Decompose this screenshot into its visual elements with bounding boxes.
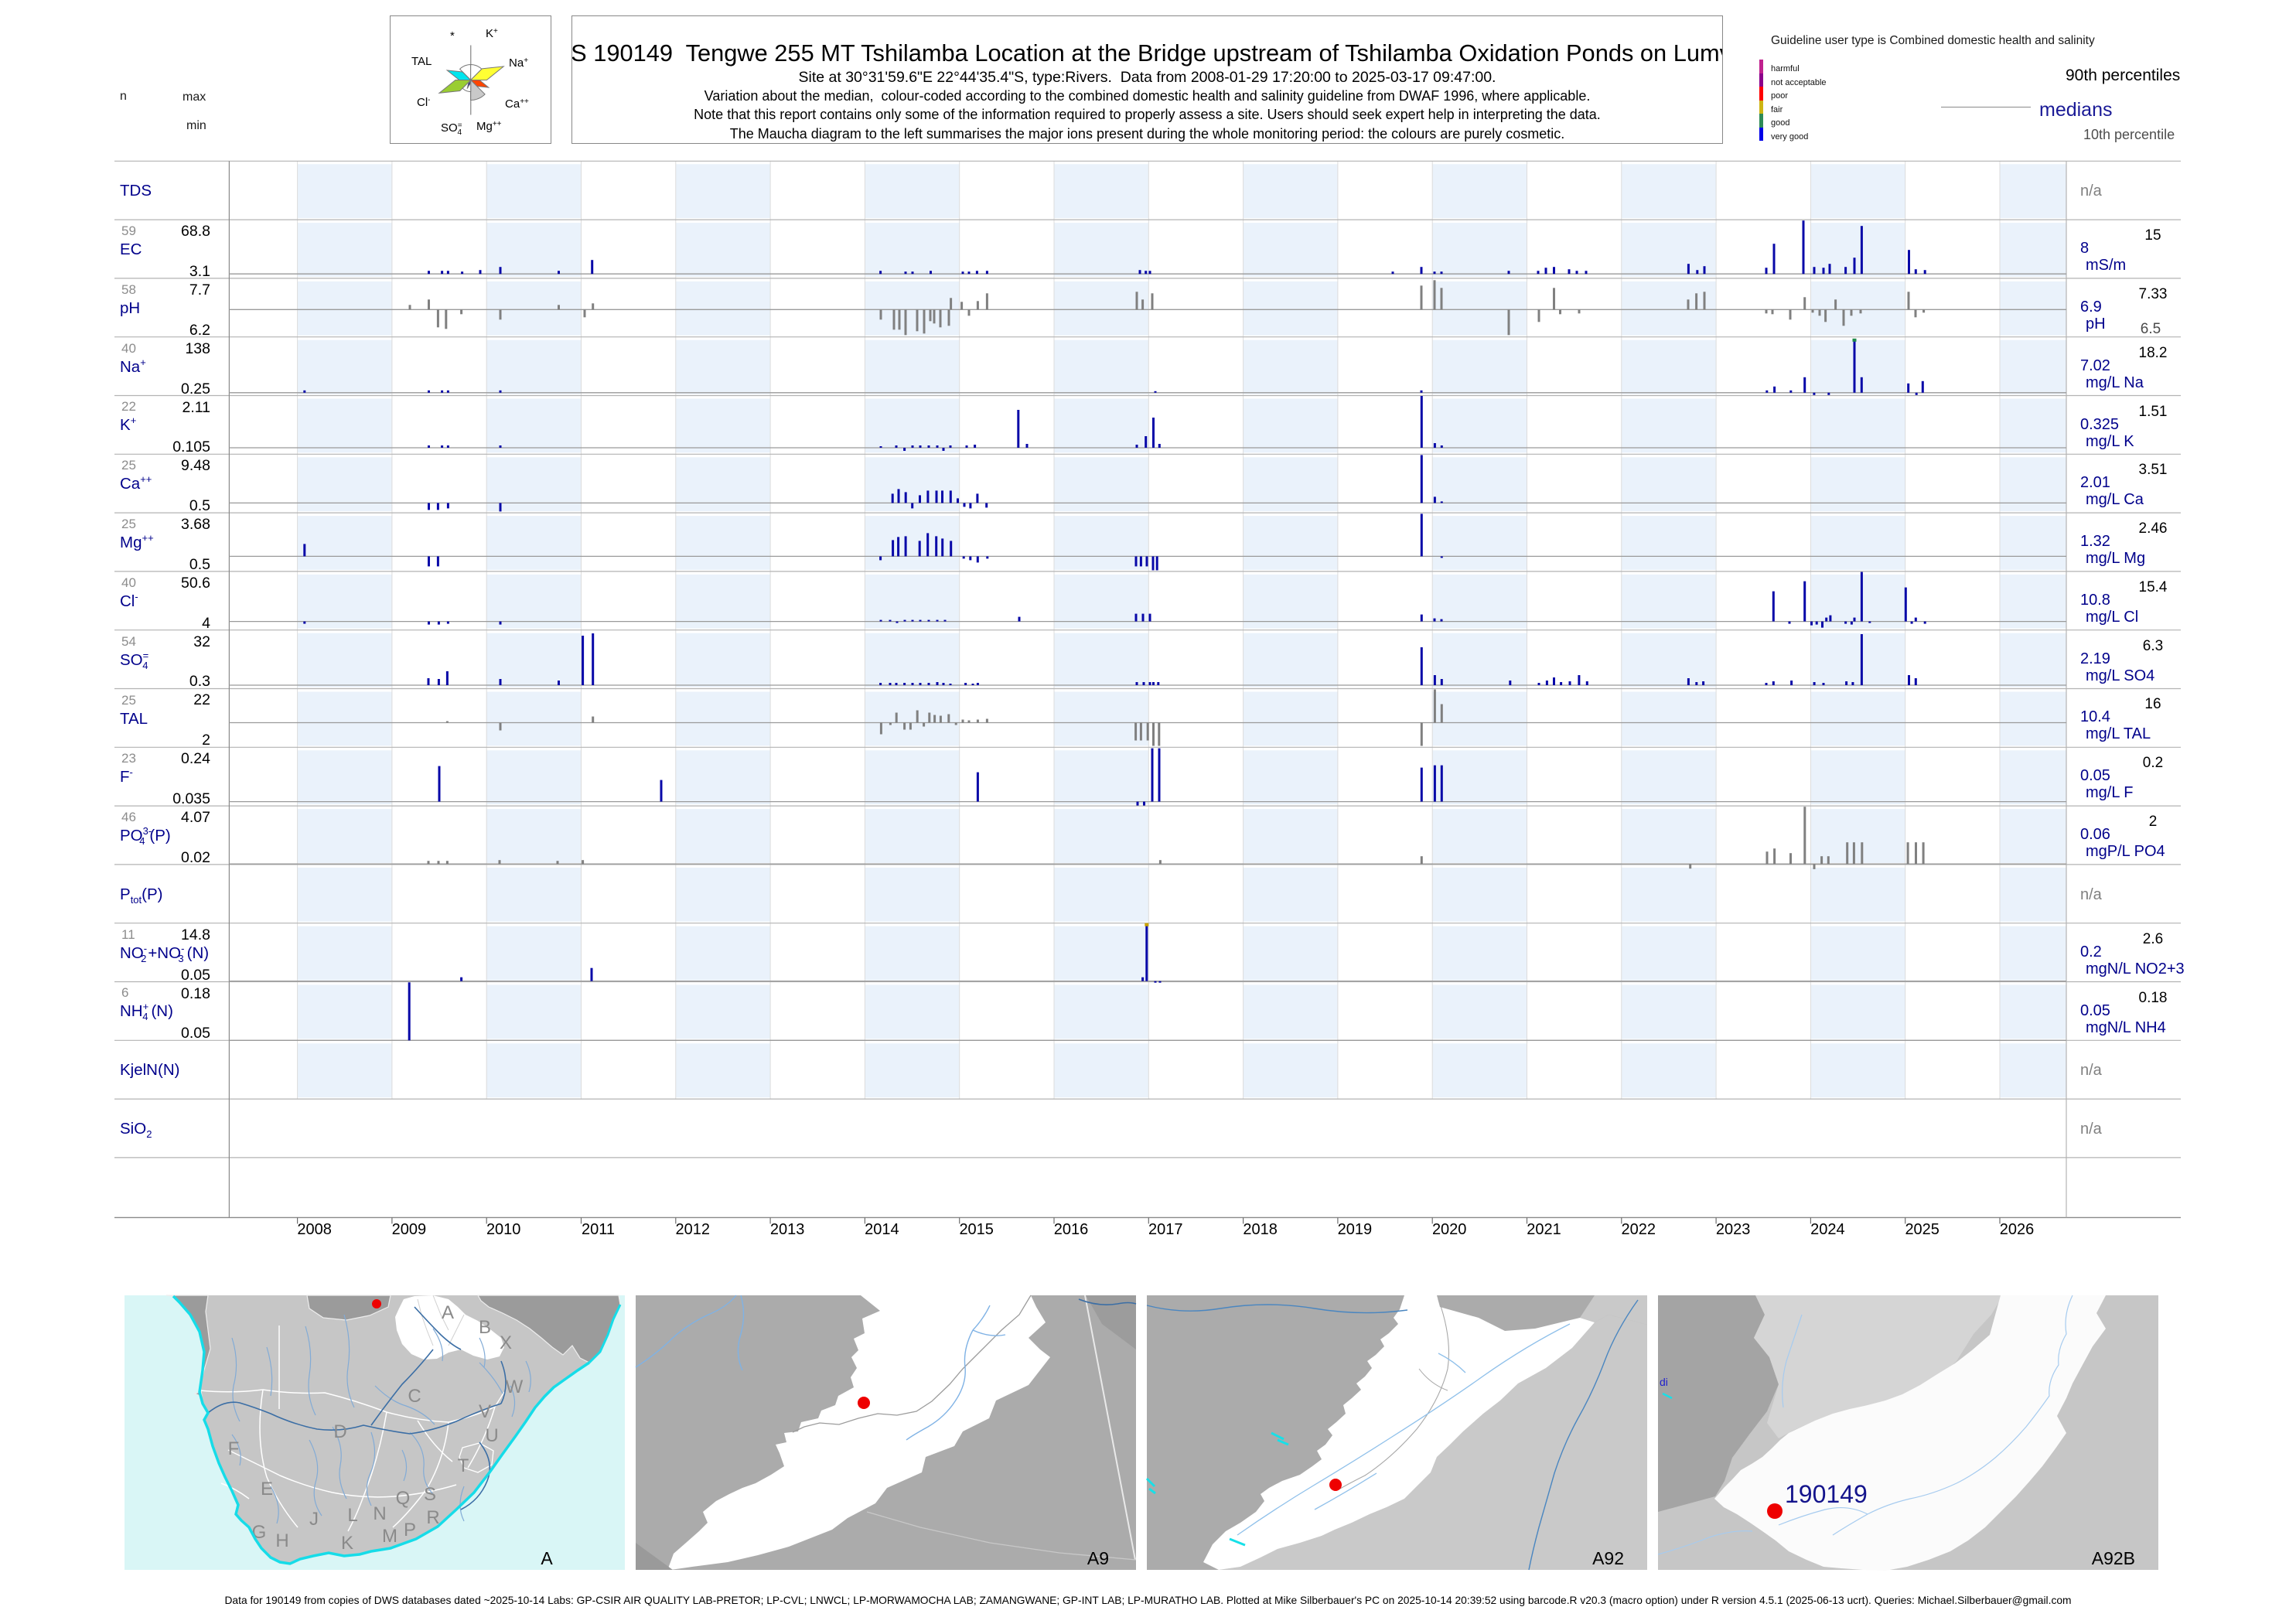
svg-text:di: di <box>1660 1376 1668 1388</box>
svg-text:2026: 2026 <box>2000 1221 2035 1238</box>
svg-text:2018: 2018 <box>1243 1221 1278 1238</box>
svg-text:2013: 2013 <box>770 1221 805 1238</box>
svg-text:A9: A9 <box>1087 1548 1109 1568</box>
svg-text:2017: 2017 <box>1148 1221 1183 1238</box>
svg-text:A: A <box>541 1548 553 1568</box>
svg-text:W: W <box>506 1377 524 1397</box>
svg-text:2011: 2011 <box>582 1221 615 1238</box>
svg-text:E: E <box>261 1479 273 1499</box>
svg-text:2012: 2012 <box>676 1221 711 1238</box>
svg-text:X: X <box>500 1332 512 1353</box>
svg-text:2016: 2016 <box>1054 1221 1089 1238</box>
svg-text:T: T <box>458 1455 469 1476</box>
svg-text:2020: 2020 <box>1432 1221 1467 1238</box>
svg-text:A: A <box>442 1302 454 1323</box>
svg-text:190149: 190149 <box>1785 1480 1868 1508</box>
svg-text:J: J <box>309 1509 319 1530</box>
svg-text:G: G <box>252 1522 267 1543</box>
svg-text:2014: 2014 <box>865 1221 899 1238</box>
svg-text:M: M <box>382 1526 397 1547</box>
svg-text:2019: 2019 <box>1338 1221 1373 1238</box>
svg-text:N: N <box>373 1503 386 1524</box>
svg-text:2024: 2024 <box>1810 1221 1845 1238</box>
svg-text:2022: 2022 <box>1622 1221 1656 1238</box>
svg-text:H: H <box>275 1530 288 1551</box>
svg-text:U: U <box>485 1425 498 1446</box>
svg-text:P: P <box>404 1520 416 1540</box>
svg-text:C: C <box>408 1386 421 1407</box>
svg-text:K: K <box>341 1533 353 1554</box>
svg-text:2025: 2025 <box>1905 1221 1939 1238</box>
svg-text:2015: 2015 <box>959 1221 994 1238</box>
svg-text:2010: 2010 <box>486 1221 521 1238</box>
svg-text:Q: Q <box>396 1488 411 1509</box>
svg-text:F: F <box>228 1438 240 1459</box>
svg-text:B: B <box>479 1317 491 1338</box>
svg-text:2023: 2023 <box>1716 1221 1751 1238</box>
svg-text:A92: A92 <box>1592 1548 1624 1568</box>
svg-text:A92B: A92B <box>2092 1548 2135 1568</box>
svg-text:2021: 2021 <box>1527 1221 1561 1238</box>
svg-text:R: R <box>426 1507 439 1528</box>
svg-text:D: D <box>333 1421 346 1442</box>
svg-text:2008: 2008 <box>297 1221 332 1238</box>
svg-text:S: S <box>424 1484 436 1505</box>
svg-text:V: V <box>479 1401 491 1422</box>
svg-text:L: L <box>347 1505 357 1526</box>
svg-text:2009: 2009 <box>392 1221 427 1238</box>
